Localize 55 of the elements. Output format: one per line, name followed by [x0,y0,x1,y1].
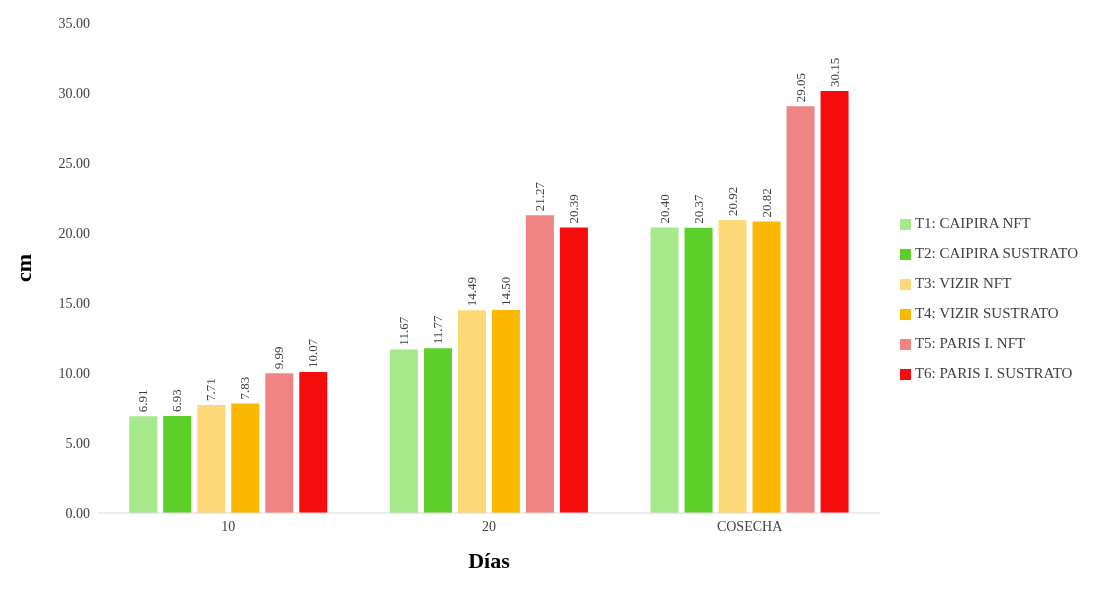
bar [197,405,226,513]
bar [163,415,192,513]
y-tick-label: 25.00 [58,155,90,171]
data-label: 6.91 [135,389,151,413]
data-label: 11.67 [395,316,411,346]
data-label: 9.99 [271,346,287,370]
bar [299,372,328,513]
y-tick-label: 30.00 [58,85,90,101]
y-tick-label: 0.00 [65,505,90,521]
bar [231,403,260,513]
data-label: 20.39 [565,194,581,224]
bar [389,349,418,513]
bar [684,227,713,513]
data-label: 20.82 [758,188,774,218]
data-label: 14.50 [497,276,513,306]
x-axis-title: Días [468,548,511,573]
data-label: 7.71 [203,378,219,402]
data-label: 6.93 [169,389,185,412]
data-label: 7.83 [237,376,253,400]
legend-label: T5: PARIS I. NFT [914,335,1026,351]
bar [820,90,849,513]
data-label: 20.92 [724,186,740,217]
legend-label: T3: VIZIR NFT [914,275,1012,291]
y-tick-label: 5.00 [65,435,90,451]
y-axis-title: cm [10,253,36,283]
legend-label: T4: VIZIR SUSTRATO [914,305,1059,321]
legend-label: T2: CAIPIRA SUSTRATO [914,245,1078,261]
x-tick-label: COSECHA [716,518,784,534]
x-tick-label: 20 [481,518,496,534]
bar [650,227,679,513]
bar [718,220,747,513]
data-label: 20.40 [656,194,672,224]
bar [129,416,158,513]
data-label: 14.49 [463,276,479,307]
legend-label: T6: PARIS I. SUSTRATO [914,365,1073,381]
y-tick-label: 15.00 [58,295,90,311]
bar [491,310,520,513]
x-tick-label: 10 [221,518,236,534]
data-label: 11.77 [429,314,445,345]
data-label: 30.15 [826,57,842,87]
data-label: 10.07 [305,338,321,369]
y-tick-label: 35.00 [58,15,90,31]
data-label: 21.27 [531,181,547,212]
bar [265,373,294,513]
bar [423,348,452,513]
data-label: 29.05 [792,73,808,103]
bar [525,215,554,513]
bar [457,310,486,513]
data-label: 20.37 [690,194,706,224]
y-tick-label: 10.00 [58,365,90,381]
bar [752,221,781,513]
y-tick-label: 20.00 [58,225,90,241]
legend-label: T1: CAIPIRA NFT [914,215,1031,231]
bar [786,106,815,513]
bar [559,227,588,513]
